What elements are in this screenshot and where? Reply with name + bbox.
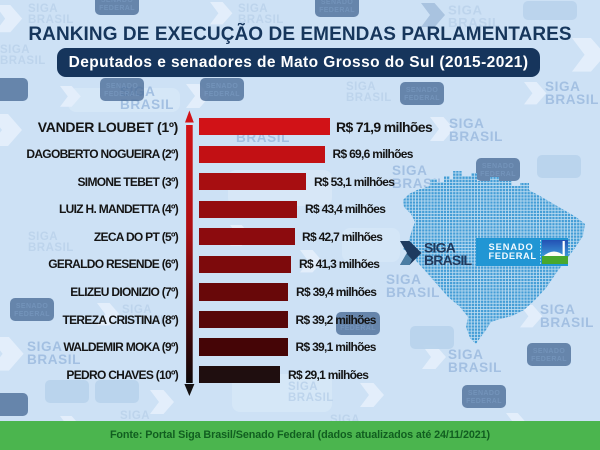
svg-text:FEDERAL: FEDERAL <box>489 251 537 261</box>
svg-text:BRASIL: BRASIL <box>424 252 473 268</box>
svg-text:SIGA: SIGA <box>424 240 456 256</box>
svg-text:SENADO: SENADO <box>489 242 534 252</box>
